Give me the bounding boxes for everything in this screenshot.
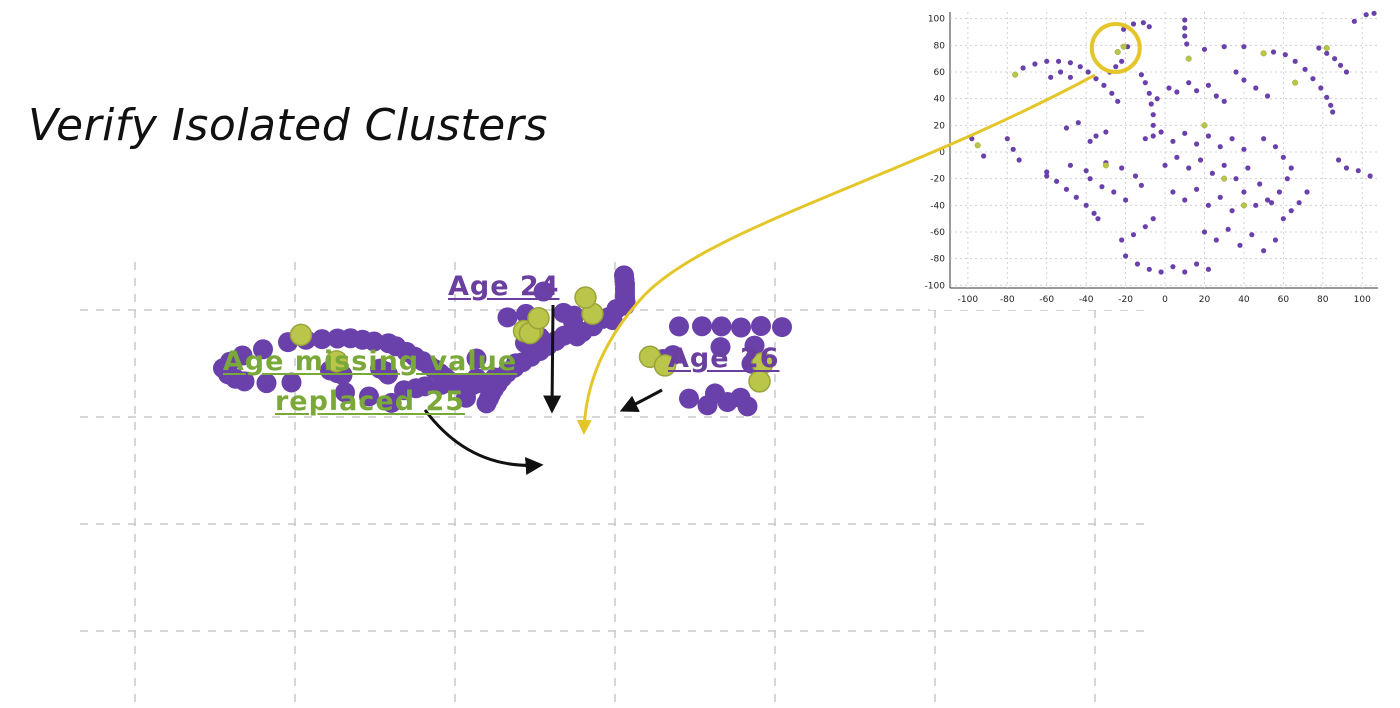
zoomed-point — [378, 364, 398, 385]
zoomed-point-highlight — [748, 370, 771, 393]
annotation-age-missing-line1: Age missing value — [222, 346, 518, 377]
slide-title: Verify Isolated Clusters — [28, 100, 548, 151]
zoomed-point — [359, 386, 379, 407]
zoomed-point — [751, 315, 771, 336]
zoomed-point — [772, 317, 792, 338]
zoomed-point — [327, 328, 348, 349]
zoomed-point — [697, 395, 718, 416]
zoomed-point — [256, 373, 277, 394]
zoomed-point — [717, 392, 738, 413]
zoomed-point — [533, 281, 554, 302]
zoomed-point-highlight — [527, 306, 550, 330]
zoomed-point — [669, 316, 689, 337]
zoomed-point — [312, 329, 332, 350]
zoomed-point — [381, 392, 402, 413]
zoomed-point-highlight — [289, 323, 313, 347]
zoomed-point — [711, 316, 732, 337]
annotation-age-26: Age 26 — [668, 343, 780, 374]
annotation-age-missing: Age missing value replaced 25 — [220, 342, 520, 422]
annotation-age-missing-line2: replaced 25 — [274, 386, 466, 417]
zoomed-point — [679, 388, 699, 409]
zoomed-point — [415, 376, 435, 397]
zoomed-point — [731, 317, 751, 338]
zoomed-point — [692, 316, 712, 337]
zoomed-point — [506, 353, 526, 374]
zoomed-point — [335, 382, 355, 403]
zoomed-point-highlight — [574, 286, 597, 309]
zoomed-point — [737, 396, 758, 417]
zoomed-point — [253, 339, 273, 360]
zoomed-point — [476, 393, 497, 414]
zoomed-point — [234, 371, 255, 392]
annotation-age-24: Age 24 — [448, 271, 560, 302]
zoomed-point — [497, 307, 518, 328]
zoomed-point — [281, 372, 302, 393]
zoomed-point — [456, 387, 476, 408]
zoomed-point-highlight — [325, 350, 348, 373]
zoomed-point — [563, 311, 583, 332]
zoomed-point — [485, 367, 505, 388]
zoomed-point — [466, 348, 487, 369]
